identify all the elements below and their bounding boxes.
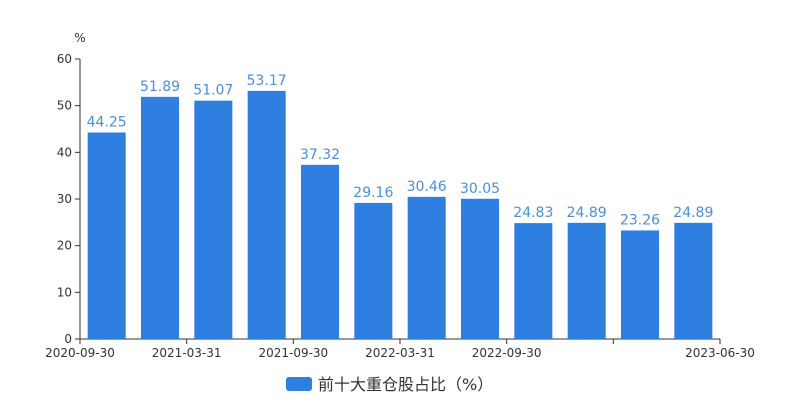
- bar[interactable]: [514, 223, 553, 339]
- bar[interactable]: [141, 96, 179, 339]
- data-label: 51.07: [193, 83, 233, 99]
- y-tick-label: 0: [64, 332, 72, 346]
- data-label: 29.16: [353, 185, 393, 201]
- data-labels: 44.25 51.89 51.07 53.17 37.32 29.16 30.46 30.05…: [87, 73, 714, 229]
- data-label: 24.83: [513, 205, 553, 221]
- x-tick-label: 2022-09-30: [472, 346, 542, 360]
- y-tick-label: 30: [57, 192, 72, 206]
- y-tick-label: 20: [57, 239, 72, 253]
- legend-swatch: [286, 377, 312, 391]
- y-tick-label: 10: [57, 285, 72, 299]
- bar[interactable]: [247, 90, 286, 339]
- bar[interactable]: [194, 100, 233, 339]
- data-label: 37.32: [300, 147, 340, 163]
- bar[interactable]: [461, 198, 499, 339]
- y-tick-label: 60: [57, 52, 72, 66]
- bar[interactable]: [87, 132, 126, 340]
- legend-label: 前十大重仓股占比（%）: [318, 375, 493, 394]
- legend[interactable]: 前十大重仓股占比（%）: [286, 375, 493, 394]
- x-tick-label: 2023-06-30: [685, 346, 755, 360]
- y-axis: 0 10 20 30 40 50 60: [57, 52, 81, 346]
- y-tick-label: 40: [57, 145, 72, 159]
- x-tick-label: 2021-09-30: [258, 346, 328, 360]
- data-label: 23.26: [620, 212, 660, 228]
- x-axis: 2020-09-30 2021-03-31 2021-09-30 2022-03-31…: [45, 338, 755, 360]
- bar[interactable]: [301, 164, 339, 339]
- data-label: 24.89: [567, 205, 607, 221]
- data-label: 53.17: [247, 73, 287, 89]
- bar[interactable]: [354, 202, 393, 339]
- x-tick-label: 2020-09-30: [45, 346, 115, 360]
- data-label: 30.05: [460, 181, 500, 197]
- bar[interactable]: [621, 230, 659, 339]
- x-tick-label: 2022-03-31: [365, 346, 435, 360]
- bar[interactable]: [567, 222, 606, 339]
- data-label: 30.46: [407, 179, 447, 195]
- y-tick-label: 50: [57, 99, 72, 113]
- x-tick-label: 2021-03-31: [152, 346, 222, 360]
- data-label: 44.25: [87, 115, 127, 131]
- y-axis-unit: %: [74, 31, 85, 45]
- bar[interactable]: [407, 196, 446, 339]
- bar[interactable]: [674, 222, 713, 339]
- bars: [87, 90, 713, 340]
- data-label: 51.89: [140, 79, 180, 95]
- data-label: 24.89: [673, 205, 713, 221]
